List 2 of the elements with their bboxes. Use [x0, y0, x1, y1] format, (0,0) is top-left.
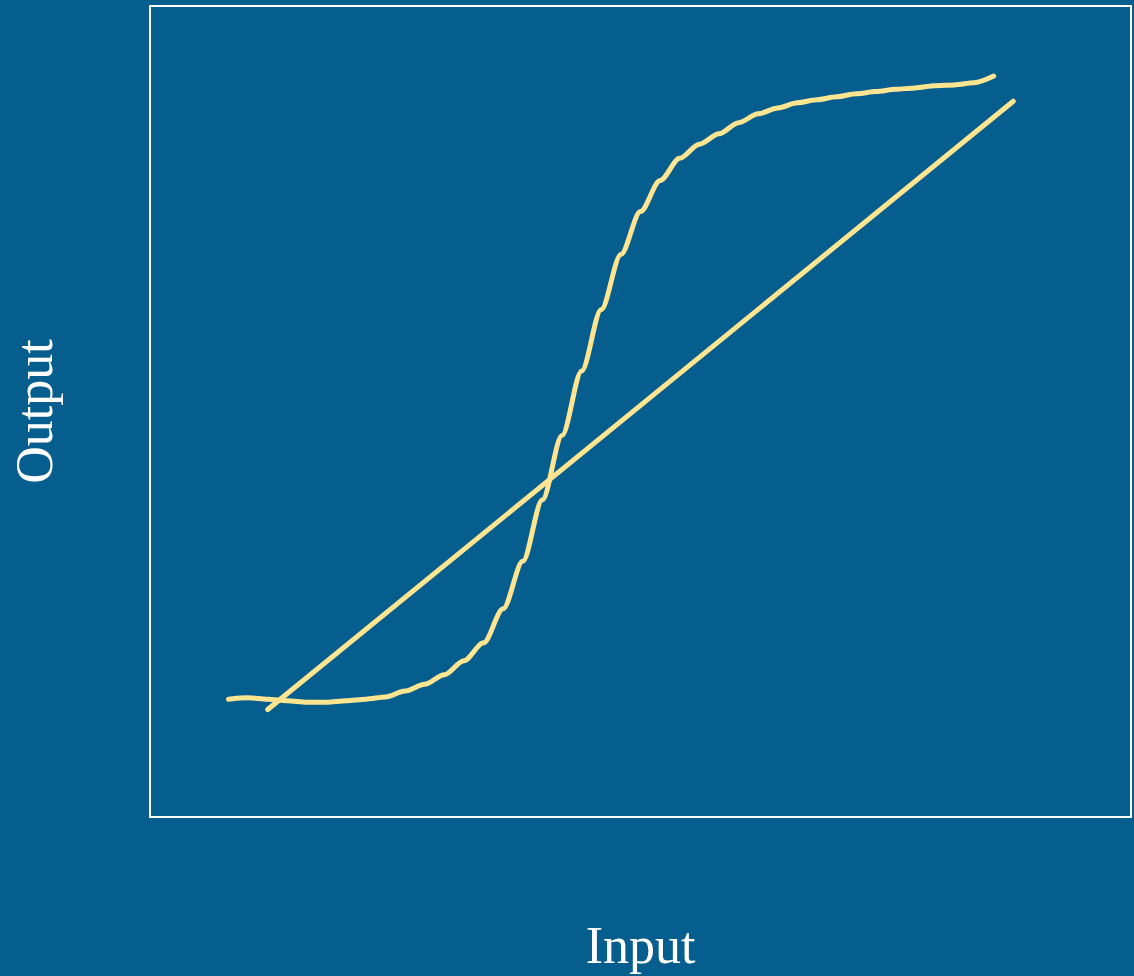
x-axis-title: Input: [585, 916, 696, 974]
y-axis-title: Output: [5, 338, 63, 484]
